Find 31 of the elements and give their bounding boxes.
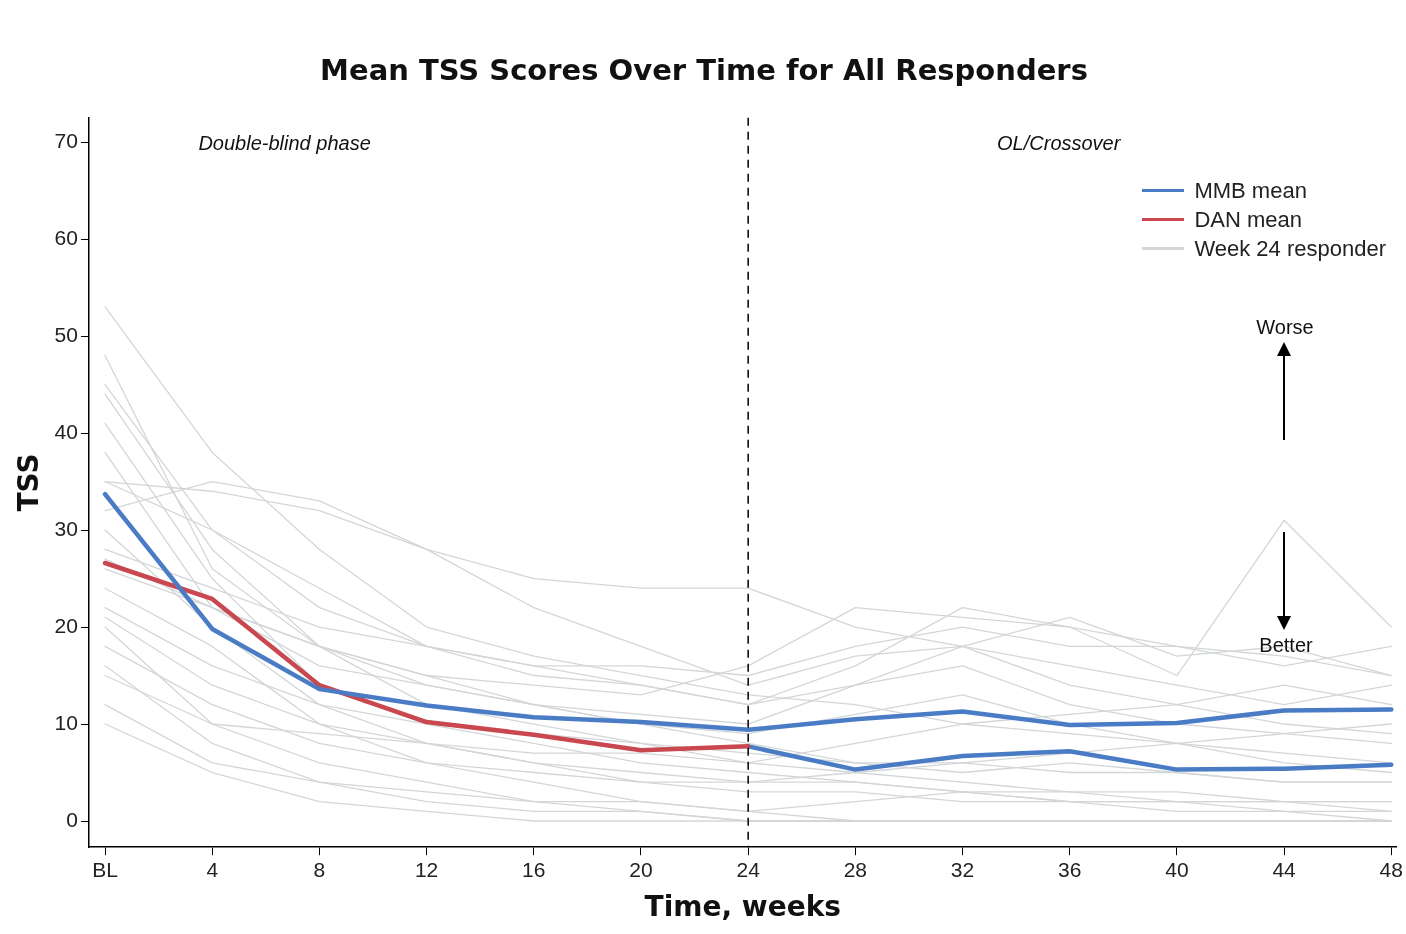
- x-axis-title: Time, weeks: [644, 890, 841, 924]
- x-tick-label: 12: [414, 857, 439, 881]
- y-tick-label: 60: [54, 225, 78, 249]
- x-tick-label: 16: [522, 857, 546, 881]
- y-tick-label: 70: [54, 128, 78, 152]
- x-tick-label: BL: [92, 857, 118, 881]
- annotation: Better: [1259, 634, 1313, 657]
- y-tick-label: 50: [54, 322, 78, 346]
- chart-title: Mean TSS Scores Over Time for All Responders: [320, 52, 1088, 87]
- x-tick-label: 32: [950, 857, 975, 881]
- x-tick-label: 20: [629, 857, 653, 881]
- y-tick-label: 10: [54, 710, 78, 734]
- y-tick-label: 0: [66, 807, 78, 831]
- x-tick-label: 44: [1272, 857, 1297, 881]
- y-tick-label: 20: [54, 613, 78, 637]
- x-tick-label: 8: [313, 857, 326, 881]
- x-tick-label: 36: [1058, 857, 1082, 881]
- x-tick-label: 40: [1165, 857, 1189, 881]
- y-tick-label: 40: [54, 419, 78, 443]
- legend-label: DAN mean: [1193, 205, 1303, 234]
- y-tick-label: 30: [54, 516, 78, 540]
- x-tick-label: 4: [206, 857, 219, 881]
- annotation: Worse: [1256, 316, 1314, 339]
- x-tick-label: 48: [1379, 857, 1403, 881]
- legend-label: MMB mean: [1193, 176, 1308, 205]
- y-axis-title: TSS: [12, 453, 46, 512]
- x-tick-label: 24: [736, 857, 761, 881]
- annotation: Double-blind phase: [198, 131, 371, 154]
- x-tick-label: 28: [843, 857, 868, 881]
- annotation: OL/Crossover: [997, 131, 1122, 154]
- legend-label: Week 24 responder: [1193, 234, 1386, 263]
